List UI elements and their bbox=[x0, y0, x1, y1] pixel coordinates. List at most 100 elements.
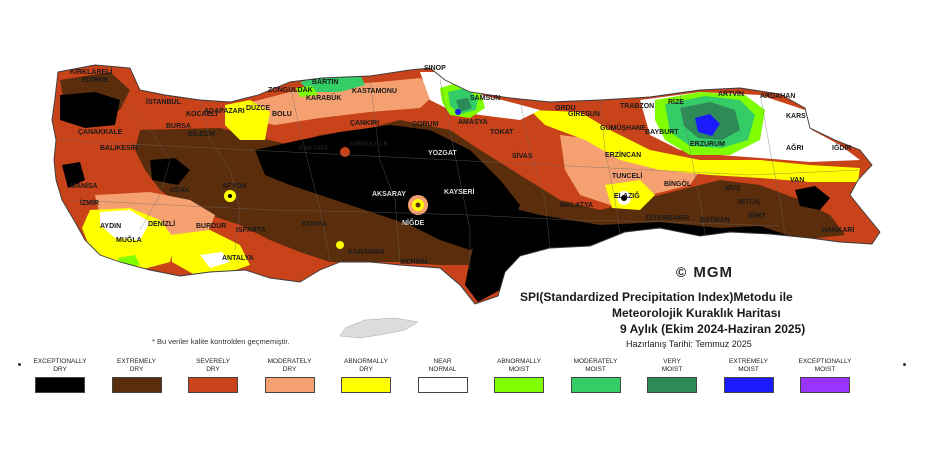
city-label: TRABZON bbox=[620, 103, 654, 110]
city-label: MUŞ bbox=[725, 185, 741, 192]
city-label: KARABÜK bbox=[306, 93, 341, 102]
legend-item: EXCEPTIONALLY DRY bbox=[28, 356, 92, 393]
legend-label: MODERATELY MOIST bbox=[564, 356, 628, 374]
legend-item: EXCEPTIONALLY MOIST bbox=[793, 356, 857, 393]
legend-label: NEAR NORMAL bbox=[411, 356, 475, 374]
city-label: İSTANBUL bbox=[146, 98, 182, 106]
city-label: DENİZLİ bbox=[148, 220, 175, 228]
exceptionally-dry-east-spot bbox=[795, 186, 830, 210]
legend-item: ABNORMALLY DRY bbox=[334, 356, 398, 393]
legend-item: MODERATELY MOIST bbox=[564, 356, 628, 393]
legend-swatch bbox=[341, 377, 391, 393]
city-label: NİĞDE bbox=[402, 218, 425, 227]
afyon-spot-inner bbox=[228, 194, 232, 198]
prepared-date: Hazırlanış Tarihi: Temmuz 2025 bbox=[626, 339, 752, 349]
legend-swatch bbox=[723, 377, 774, 393]
city-label: BİNGÖL bbox=[664, 179, 692, 188]
legend-label-line1: EXTREMELY bbox=[117, 358, 156, 365]
near-normal-southwest bbox=[100, 210, 150, 240]
cyprus-island bbox=[339, 317, 419, 339]
samsun-spot bbox=[455, 109, 461, 115]
city-label: MERSİN bbox=[400, 258, 427, 266]
city-label: KIRKLARELİ bbox=[70, 68, 112, 76]
exceptionally-dry-central bbox=[255, 125, 520, 250]
city-label: AFYON bbox=[222, 183, 247, 190]
legend-label: SEVERELY DRY bbox=[181, 356, 245, 374]
city-label: BURSA bbox=[166, 123, 191, 130]
abnormally-dry-north bbox=[225, 100, 270, 140]
city-label: ERZİNCAN bbox=[605, 151, 641, 159]
legend-label-line2: NORMAL bbox=[428, 366, 457, 373]
city-label: GÜMÜŞHANE bbox=[600, 123, 646, 132]
elazig-spot-inner bbox=[621, 195, 627, 201]
legend-label-line1: EXCEPTIONALLY bbox=[798, 358, 852, 365]
legend-swatch bbox=[264, 377, 315, 393]
exceptionally-dry-far-west bbox=[62, 162, 85, 188]
legend-item: MODERATELY DRY bbox=[258, 356, 322, 393]
city-label: DİYARBAKIR bbox=[646, 214, 689, 222]
near-normal-antalya-spot bbox=[200, 252, 230, 268]
city-label: IĞDIR bbox=[832, 143, 851, 152]
city-label: KARAMAN bbox=[348, 249, 384, 256]
city-label: AĞRI bbox=[786, 143, 804, 152]
province-boundaries bbox=[59, 77, 861, 270]
legend-label: VERY MOIST bbox=[640, 356, 704, 374]
legend-label-line1: NEAR bbox=[433, 358, 452, 365]
central-spot bbox=[336, 241, 344, 249]
city-label: ÇANAKKALE bbox=[78, 129, 123, 136]
legend-item: EXTREMELY MOIST bbox=[717, 356, 781, 393]
city-label: KOCAELİ bbox=[186, 110, 218, 118]
legend-label-line2: MOIST bbox=[738, 366, 759, 373]
legend-label-line2: MOIST bbox=[661, 366, 683, 373]
city-label: ANTALYA bbox=[222, 255, 254, 262]
legend-swatch bbox=[570, 377, 621, 393]
city-label: BİTLİS bbox=[738, 198, 760, 206]
very-moist-samsun bbox=[456, 98, 472, 112]
city-label: HAKKARİ bbox=[822, 226, 854, 234]
legend-item: ABNORMALLY MOIST bbox=[487, 356, 551, 393]
city-label: MUĞLA bbox=[116, 235, 142, 244]
quality-note: * Bu veriler kalite kontrolden geçmemişt… bbox=[152, 337, 290, 346]
legend-label-line1: ABNORMALLY bbox=[344, 358, 388, 365]
city-label: YOZGAT bbox=[428, 150, 457, 157]
city-label: ARTVİN bbox=[718, 90, 744, 98]
legend-label-line2: MOIST bbox=[585, 366, 606, 373]
moderately-dry-east bbox=[560, 135, 700, 205]
city-label: ADAPAZARI bbox=[204, 108, 245, 115]
map-title-line1: SPI(Standardized Precipitation Index)Met… bbox=[520, 290, 793, 304]
legend-swatch bbox=[188, 377, 238, 393]
legend-label-line1: VERY bbox=[663, 358, 681, 365]
map-title-line2: Meteorolojik Kuraklık Haritası bbox=[612, 306, 781, 320]
legend-label-line1: EXCEPTIONALLY bbox=[33, 358, 87, 365]
kayseri-spot-inner bbox=[415, 202, 421, 208]
city-label: MALATYA bbox=[560, 202, 593, 209]
city-label: TUNCELİ bbox=[612, 172, 642, 180]
legend-label-line1: MODERATELY bbox=[573, 358, 618, 365]
city-label: ISPARTA bbox=[236, 227, 266, 234]
city-label: KASTAMONU bbox=[352, 88, 397, 95]
city-label: SINOP bbox=[424, 65, 446, 72]
city-label: RİZE bbox=[668, 98, 684, 106]
legend-label-line2: MOIST bbox=[508, 366, 530, 373]
city-label: AYDIN bbox=[100, 223, 121, 230]
copyright-symbol: © bbox=[676, 264, 688, 280]
city-label: ARDAHAN bbox=[760, 93, 795, 100]
city-label: BAYBURT bbox=[645, 129, 679, 136]
city-label: KARS bbox=[786, 113, 806, 120]
city-label: TOKAT bbox=[490, 129, 514, 136]
city-label: KONYA bbox=[302, 221, 327, 228]
legend-label-line2: DRY bbox=[206, 366, 220, 373]
legend-label-line2: DRY bbox=[53, 366, 67, 373]
logo-text: MGM bbox=[693, 264, 733, 281]
city-label: BİLECİK bbox=[188, 130, 216, 138]
city-label: İZMİR bbox=[80, 199, 99, 207]
legend-swatch bbox=[417, 377, 468, 393]
city-label: ZONGULDAK bbox=[268, 87, 313, 94]
city-labels: SINOP BARTIN ZONGULDAK KARABÜK KASTAMONU… bbox=[70, 65, 854, 266]
legend-swatch bbox=[35, 377, 85, 393]
city-label: DÜZCE bbox=[246, 103, 270, 112]
legend-label-line1: SEVERELY bbox=[196, 358, 230, 365]
abnormally-moist-bartin bbox=[296, 86, 318, 97]
